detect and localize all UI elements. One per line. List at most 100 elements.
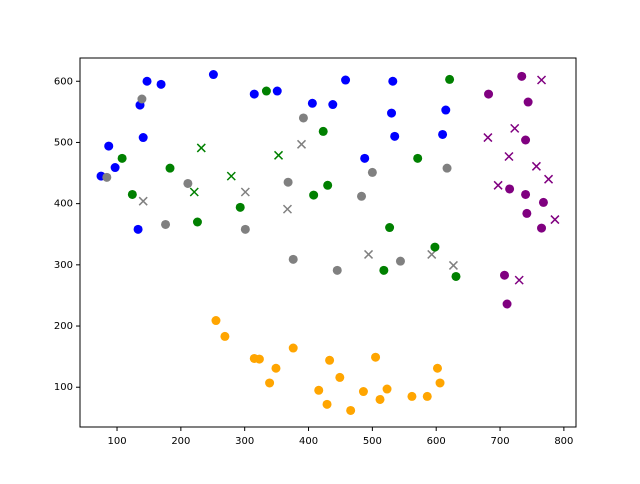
point [137,94,147,104]
point [211,316,221,326]
point [117,153,127,163]
point [272,86,282,96]
point [544,174,554,184]
point [346,405,356,415]
y-tick-label: 600 [54,76,73,87]
y-tick-label: 100 [54,382,73,393]
point [341,75,351,85]
point [375,394,385,404]
point [438,129,448,139]
point [240,224,250,234]
point [298,113,308,123]
point [385,223,395,233]
point [165,163,175,173]
point [422,391,432,401]
point [183,178,193,188]
x-tick-label: 800 [554,436,573,447]
point [288,254,298,264]
point [357,191,367,201]
point [500,270,510,280]
x-tick-label: 700 [490,436,509,447]
point [102,172,112,182]
point [325,355,335,365]
point [240,187,250,197]
point [514,275,524,285]
point [521,135,531,145]
point [442,163,452,173]
point [133,224,143,234]
point [138,196,148,206]
point [328,100,338,110]
point [430,242,440,252]
point [536,75,547,85]
point [265,378,275,388]
point [371,352,381,362]
point [110,163,120,173]
point [226,171,236,181]
point [451,271,461,281]
point [156,79,166,89]
point [208,70,218,80]
point [254,354,264,364]
point [283,177,293,187]
point [413,153,423,163]
point [220,331,230,341]
point [382,384,392,394]
point [360,153,370,163]
y-tick-label: 400 [54,199,73,210]
point [387,108,397,118]
point [335,372,345,382]
point [510,123,520,133]
x-tick-label: 300 [235,436,254,447]
point [505,184,515,194]
x-tick-label: 100 [107,436,126,447]
point [307,98,317,108]
point [388,76,398,86]
point [504,151,514,162]
point [483,133,493,143]
point [127,189,137,199]
plot-area [80,58,576,427]
point [189,187,199,197]
point [235,202,245,212]
point [531,161,541,171]
point [395,256,405,266]
point [288,343,298,353]
point [296,139,307,149]
point [367,167,377,177]
point [364,249,374,259]
point [318,126,328,136]
point [358,387,368,397]
point [517,71,527,81]
point [332,265,342,275]
x-tick-label: 500 [363,436,382,447]
point [435,378,445,388]
point [104,141,114,151]
y-tick-label: 200 [54,321,73,332]
point [441,105,451,115]
point [249,89,259,99]
point [550,215,560,225]
x-tick-label: 200 [171,436,190,447]
point [314,385,324,395]
point [448,260,458,270]
plot-frame [79,57,577,428]
point [445,74,455,84]
x-tick-label: 400 [299,436,318,447]
point [196,143,206,153]
point [522,208,532,218]
point [322,399,332,409]
x-tick-label: 600 [427,436,446,447]
y-tick-label: 500 [54,137,73,148]
point [537,223,547,233]
point [484,89,494,99]
point [432,363,442,373]
point [142,76,152,86]
point [161,219,171,229]
point [138,133,148,143]
point [538,197,548,207]
point [493,180,503,190]
point [273,150,284,160]
point [282,204,292,214]
